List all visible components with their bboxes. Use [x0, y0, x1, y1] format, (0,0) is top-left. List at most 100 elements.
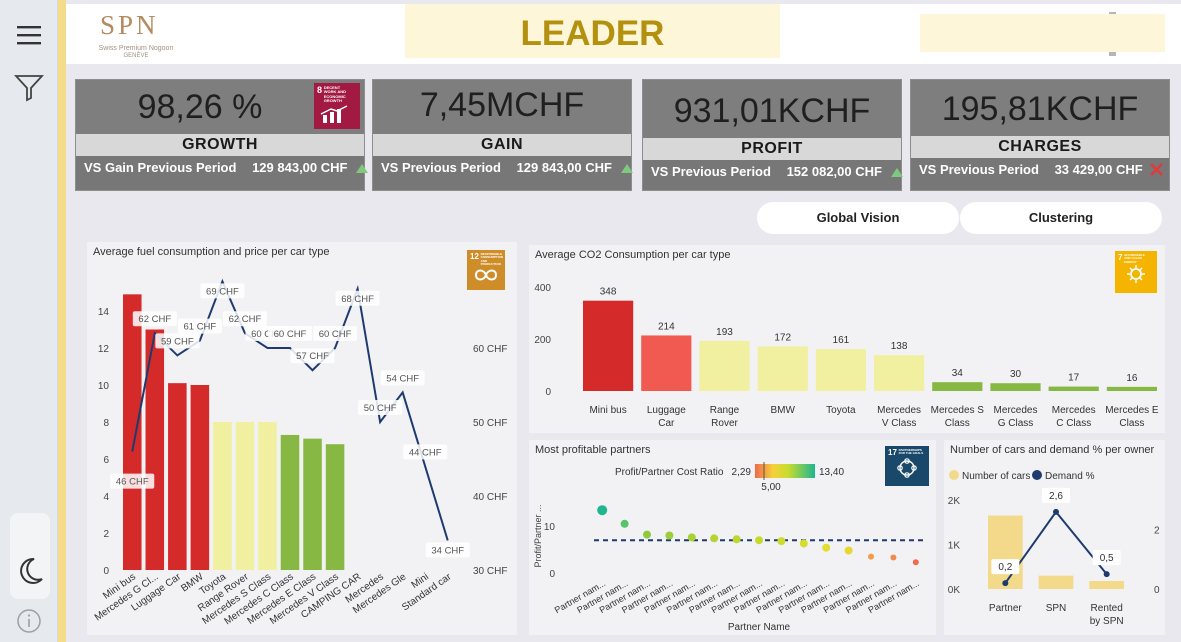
- bar: [1038, 575, 1074, 589]
- demand-label-bg: [991, 559, 1020, 575]
- demand-label-bg: [1042, 487, 1070, 503]
- theme-toggle[interactable]: [10, 513, 50, 599]
- info-icon[interactable]: [12, 604, 46, 638]
- demand-data-label: 2,6: [1049, 491, 1063, 502]
- price-data-label: 46 CHF: [116, 477, 149, 488]
- kpi-compare-label: VS Previous Period: [651, 164, 771, 179]
- kpi-value: 931,01KCHF: [673, 92, 871, 130]
- x-tick-label: G Class: [998, 418, 1034, 429]
- menu-icon[interactable]: [12, 18, 46, 52]
- scatter-point: [799, 539, 808, 548]
- scatter-point: [687, 533, 696, 542]
- x-tick-label: Car: [658, 418, 675, 429]
- scatter-point: [912, 559, 919, 566]
- x-tick-label: Partner: [989, 603, 1022, 614]
- y-tick-label: 0: [103, 566, 109, 577]
- partners-chart: Profit/Partner Cost Ratio 2,29 13,40 5,00 0 1…: [533, 462, 927, 633]
- x-tick-label: V Class: [882, 418, 916, 429]
- kpi-label: PROFIT: [643, 138, 901, 160]
- x-tick-label: Mercedes S: [931, 405, 985, 416]
- sdg-8-icon: 8 DECENT WORK AND ECONOMIC GROWTH: [314, 83, 360, 129]
- kpi-value: 7,45MCHF: [419, 86, 585, 124]
- header-slicer[interactable]: [920, 14, 1165, 52]
- demand-label-bg: [1092, 550, 1121, 566]
- bar: [1048, 386, 1099, 391]
- cars-demand-chart-card: Number of cars and demand % per owner Nu…: [944, 440, 1165, 635]
- filter-icon[interactable]: [12, 70, 46, 104]
- legend-min: 2,29: [732, 467, 752, 478]
- y-tick-label: 10: [98, 381, 110, 392]
- x-tick-label: Rented: [1091, 603, 1123, 614]
- kpi-value: 195,81KCHF: [941, 90, 1139, 128]
- bar-data-label: 348: [600, 287, 617, 298]
- x-tick-label: Mercedes: [994, 405, 1038, 416]
- legend-swatch: [949, 470, 959, 480]
- trend-up-icon: [620, 164, 633, 174]
- y-tick-label: 1K: [948, 541, 961, 552]
- bar: [303, 438, 322, 570]
- scatter-point: [755, 536, 763, 545]
- kpi-value: 98,26 %: [137, 88, 263, 126]
- partners-chart-card: Most profitable partners 17 PARTNERSHIPS…: [529, 440, 936, 635]
- price-label-bg: [200, 283, 245, 299]
- price-label-bg: [335, 290, 380, 306]
- price-label-bg: [290, 348, 335, 364]
- price-data-label: 69 CHF: [206, 286, 239, 297]
- y-tick-label: 10: [544, 522, 556, 533]
- kpi-label: CHARGES: [911, 136, 1169, 158]
- y-tick-label: 2: [103, 529, 109, 540]
- chart-title: Number of cars and demand % per owner: [950, 444, 1155, 456]
- price-label-bg: [425, 542, 470, 558]
- kpi-card-growth: 98,26 % GROWTH VS Gain Previous Period 1…: [75, 79, 369, 191]
- x-tick-label: Luggage: [647, 405, 686, 416]
- scatter-point: [665, 531, 674, 540]
- price-data-label: 54 CHF: [386, 373, 419, 384]
- y-tick-label: 14: [98, 307, 110, 318]
- kpi-comparison: VS Previous Period 33 429,00 CHF: [911, 158, 1169, 190]
- logo-name: SPN: [100, 10, 159, 40]
- bar: [190, 385, 210, 570]
- bar-data-label: 161: [833, 335, 850, 346]
- y2-tick-label: 60 CHF: [473, 344, 507, 355]
- y-tick-label: 400: [534, 283, 551, 294]
- y-axis-title: Profit/Partner ...: [533, 504, 543, 567]
- global-vision-button[interactable]: Global Vision: [757, 202, 959, 234]
- kpi-compare-value: 129 843,00 CHF: [516, 160, 612, 175]
- fuel-chart: 0 2 4 6 8 10 12 14 30 CHF 40 CHF 50 CHF 60 CHF 46 CH…: [93, 278, 507, 627]
- x-tick-label: Toyota: [826, 405, 856, 416]
- kpi-label: GAIN: [373, 134, 631, 156]
- cars-demand-chart: Number of cars Demand % 0K 1K 2K 0 2 0,2 2,6 0,5 P…: [948, 470, 1160, 627]
- price-label-bg: [380, 370, 425, 386]
- kpi-compare-value: 33 429,00 CHF: [1054, 162, 1143, 177]
- bar: [145, 329, 165, 570]
- legend-swatch: [1032, 470, 1042, 480]
- y-tick-label: 0K: [948, 585, 961, 596]
- bar: [815, 349, 866, 391]
- y2-tick-label: 40 CHF: [473, 492, 507, 503]
- kpi-label: GROWTH: [76, 134, 364, 156]
- price-data-label: 34 CHF: [431, 545, 464, 556]
- trend-down-x-icon: [1150, 162, 1164, 179]
- legend-title: Profit/Partner Cost Ratio: [615, 467, 724, 478]
- y-tick-label: 6: [103, 455, 109, 466]
- price-label-bg: [132, 311, 177, 327]
- x-tick-label: SPN: [1046, 603, 1067, 614]
- legend-max: 13,40: [819, 467, 844, 478]
- bar: [168, 383, 187, 570]
- chart-title: Average CO2 Consumption per car type: [535, 249, 731, 261]
- kpi-compare-value: 129 843,00 CHF: [252, 160, 348, 175]
- x-tick-label: C Class: [1056, 418, 1091, 429]
- title-box: LEADER: [405, 4, 1116, 58]
- y-tick-label: 4: [103, 492, 109, 503]
- bar-data-label: 16: [1126, 373, 1138, 384]
- kpi-compare-label: VS Previous Period: [919, 162, 1039, 177]
- x-tick-label: Class: [1119, 418, 1144, 429]
- bar: [280, 434, 300, 570]
- logo-subtitle: Swiss Premium Nogoon: [98, 45, 174, 52]
- sidebar: [0, 0, 58, 642]
- price-data-label: 62 CHF: [138, 314, 171, 325]
- bar-data-label: 30: [1010, 369, 1022, 380]
- x-axis-title: Partner Name: [728, 622, 791, 633]
- y-tick-label: 8: [103, 418, 109, 429]
- clustering-button[interactable]: Clustering: [960, 202, 1162, 234]
